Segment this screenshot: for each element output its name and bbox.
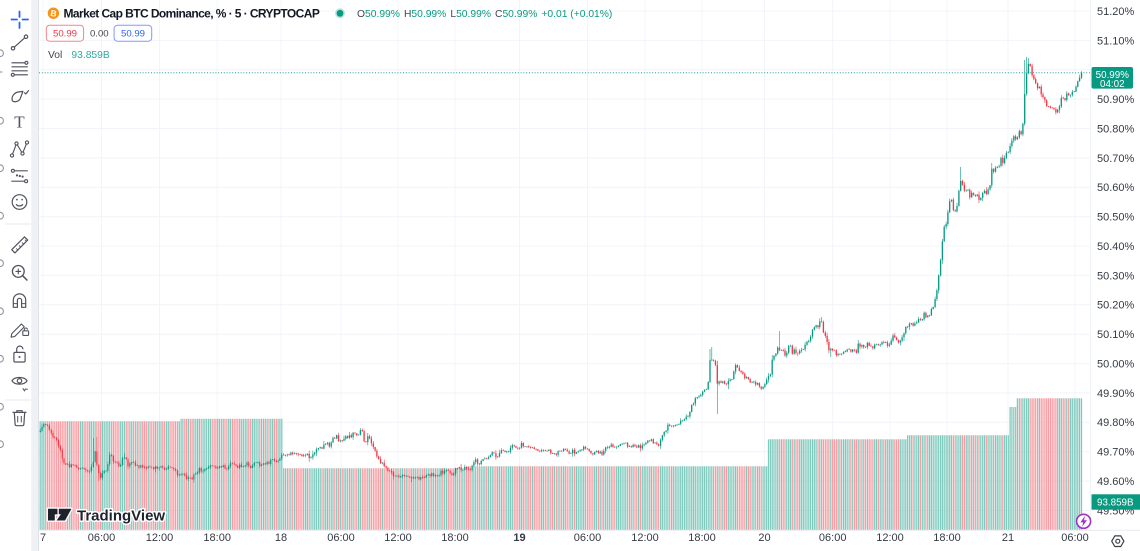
svg-text:06:00: 06:00 xyxy=(327,532,355,544)
svg-text:04:02: 04:02 xyxy=(1100,79,1125,90)
svg-text:Market Cap BTC Dominance, % ·: Market Cap BTC Dominance, % · 5 · CRYPTO… xyxy=(64,6,320,20)
svg-text:93.859B: 93.859B xyxy=(1097,497,1134,508)
svg-text:18:00: 18:00 xyxy=(441,532,469,544)
svg-text:0.00: 0.00 xyxy=(90,29,109,40)
svg-text:12:00: 12:00 xyxy=(631,532,659,544)
svg-text:50.20%: 50.20% xyxy=(1097,300,1135,312)
svg-text:50.60%: 50.60% xyxy=(1097,182,1135,194)
svg-text:50.99: 50.99 xyxy=(53,29,77,40)
svg-text:50.50%: 50.50% xyxy=(1097,212,1135,224)
svg-text:12:00: 12:00 xyxy=(384,532,412,544)
svg-text:51.20%: 51.20% xyxy=(1097,6,1135,18)
svg-text:49.60%: 49.60% xyxy=(1097,476,1135,488)
svg-text:21: 21 xyxy=(1002,532,1014,544)
svg-text:19: 19 xyxy=(513,532,525,544)
svg-text:49.90%: 49.90% xyxy=(1097,388,1135,400)
svg-text:49.80%: 49.80% xyxy=(1097,417,1135,429)
svg-text:51.10%: 51.10% xyxy=(1097,35,1135,47)
svg-text:B: B xyxy=(50,8,58,19)
svg-text:06:00: 06:00 xyxy=(1061,532,1089,544)
svg-text:TradingView: TradingView xyxy=(77,508,165,525)
svg-text:06:00: 06:00 xyxy=(88,532,116,544)
svg-text:18:00: 18:00 xyxy=(933,532,961,544)
svg-text:93.859B: 93.859B xyxy=(71,50,109,61)
svg-text:50.80%: 50.80% xyxy=(1097,123,1135,135)
svg-text:50.40%: 50.40% xyxy=(1097,241,1135,253)
svg-text:50.99%: 50.99% xyxy=(1096,70,1130,81)
svg-text:12:00: 12:00 xyxy=(876,532,904,544)
svg-text:18:00: 18:00 xyxy=(203,532,231,544)
svg-text:18:00: 18:00 xyxy=(688,532,716,544)
svg-text:20: 20 xyxy=(758,532,770,544)
svg-text:18: 18 xyxy=(275,532,287,544)
svg-text:50.30%: 50.30% xyxy=(1097,270,1135,282)
svg-text:12:00: 12:00 xyxy=(146,532,174,544)
svg-text:06:00: 06:00 xyxy=(819,532,847,544)
svg-text:7: 7 xyxy=(40,532,46,544)
svg-text:49.70%: 49.70% xyxy=(1097,447,1135,459)
svg-text:50.99: 50.99 xyxy=(121,29,145,40)
svg-text:50.90%: 50.90% xyxy=(1097,94,1135,106)
svg-text:Vol: Vol xyxy=(48,50,62,61)
svg-text:50.00%: 50.00% xyxy=(1097,359,1135,371)
svg-text:O50.99%H50.99%L50.99%C50.99%+0: O50.99% H50.99% L50.99% C50.99% +0.01 (+0.01… xyxy=(357,9,612,20)
svg-text:50.70%: 50.70% xyxy=(1097,153,1135,165)
svg-text:T: T xyxy=(14,113,25,132)
svg-text:50.10%: 50.10% xyxy=(1097,329,1135,341)
svg-text:06:00: 06:00 xyxy=(574,532,602,544)
